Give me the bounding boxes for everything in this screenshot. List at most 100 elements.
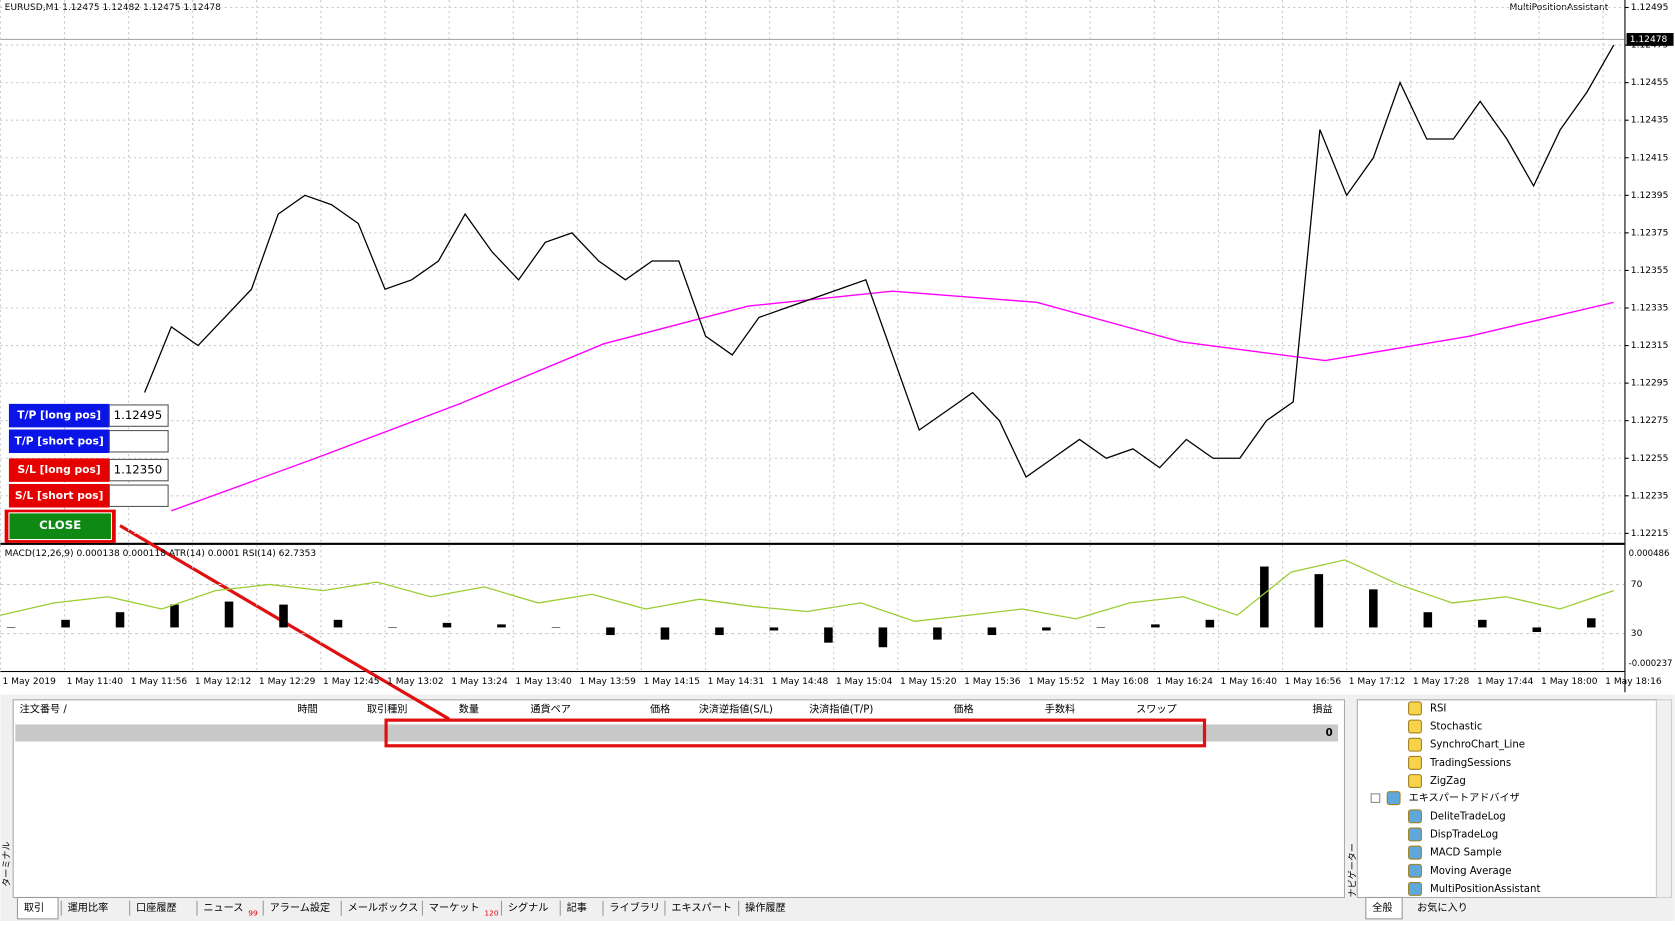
price-label: 1.12335 xyxy=(1631,304,1669,314)
navigator-item[interactable]: TradingSessions xyxy=(1429,758,1511,769)
terminal-tab[interactable]: シグナル xyxy=(508,901,549,914)
tree-icon xyxy=(1408,755,1422,770)
time-label: 1 May 17:28 xyxy=(1413,677,1470,687)
panel-input-value: 1.12495 xyxy=(114,408,163,422)
terminal-tab[interactable]: 口座履歴 xyxy=(136,901,177,914)
panel-button-label: T/P [long pos] xyxy=(17,409,101,422)
time-label: 1 May 18:00 xyxy=(1541,677,1598,687)
rsi-tick: 30 xyxy=(1631,629,1643,639)
column-header: 決済逆指値(S/L) xyxy=(699,702,773,715)
price-label: 1.12455 xyxy=(1631,78,1669,88)
panel-input[interactable] xyxy=(108,404,169,427)
panel-input[interactable] xyxy=(108,430,169,453)
column-header: 価格 xyxy=(650,702,670,715)
annotation-box xyxy=(384,718,1207,748)
price-label: 1.12355 xyxy=(1631,266,1669,276)
column-header: 時間 xyxy=(297,703,317,715)
axis-border xyxy=(1624,0,1626,693)
panel-input[interactable] xyxy=(108,484,169,507)
time-label: 1 May 13:59 xyxy=(579,677,636,687)
terminal-tab[interactable]: エキスパート xyxy=(671,902,732,914)
close-button[interactable] xyxy=(8,512,113,541)
macd-tick: -0.000237 xyxy=(1629,659,1673,669)
time-label: 1 May 15:36 xyxy=(964,677,1021,687)
terminal-tab[interactable]: マーケット xyxy=(429,902,480,914)
macd-bar xyxy=(115,612,125,628)
terminal-tab[interactable]: アラーム設定 xyxy=(270,901,331,914)
price-label: 1.12375 xyxy=(1631,228,1669,238)
current-price-box xyxy=(1626,33,1674,46)
navigator-item[interactable]: RSI xyxy=(1430,703,1446,714)
rsi-line xyxy=(0,559,1614,622)
navigator-item[interactable]: Stochastic xyxy=(1430,722,1483,733)
price-line xyxy=(144,44,1615,479)
time-label: 1 May 12:45 xyxy=(323,677,379,687)
macd-bar xyxy=(1205,619,1215,628)
navigator-tab[interactable]: 全般 xyxy=(1372,901,1392,914)
macd-bar xyxy=(1478,619,1487,628)
terminal-tab[interactable]: メールボックス xyxy=(348,902,419,914)
panel-button[interactable] xyxy=(8,484,110,508)
navigator-tab[interactable]: お気に入り xyxy=(1417,901,1468,914)
terminal-tab[interactable]: 記事 xyxy=(567,901,587,914)
navigator-item[interactable]: ZigZag xyxy=(1430,776,1466,787)
navigator-item[interactable]: DispTradeLog xyxy=(1430,829,1498,840)
macd-bar xyxy=(1260,566,1269,628)
panel-button[interactable] xyxy=(8,458,110,482)
terminal-tab[interactable]: 取引 xyxy=(24,901,44,914)
time-label: 1 May 14:15 xyxy=(644,677,700,687)
terminal-tab[interactable]: ニュース xyxy=(203,903,243,914)
time-label: 1 May 11:40 xyxy=(67,677,124,687)
column-header: 決済指値(T/P) xyxy=(809,702,873,715)
navigator-item[interactable]: Moving Average xyxy=(1430,866,1512,877)
tab-badge: 120 xyxy=(484,909,499,918)
panel-button[interactable] xyxy=(8,429,110,454)
separator xyxy=(0,542,1625,545)
time-label: 1 May 13:02 xyxy=(387,677,443,687)
navigator-item[interactable]: SynchroChart_Line xyxy=(1430,740,1525,751)
time-label: 1 May 17:44 xyxy=(1477,677,1534,687)
time-label: 1 May 16:56 xyxy=(1285,677,1342,687)
panel-input-value: 1.12350 xyxy=(114,463,163,477)
time-label: 1 May 11:56 xyxy=(131,677,188,687)
column-header: 通貨ペア xyxy=(530,702,571,715)
macd-bar xyxy=(1587,618,1596,628)
tree-icon xyxy=(1408,809,1422,824)
time-label: 1 May 13:40 xyxy=(515,677,572,687)
macd-bar xyxy=(6,627,16,628)
tab-badge: 99 xyxy=(248,909,258,918)
macd-bar xyxy=(497,624,506,628)
panel-button[interactable] xyxy=(8,403,110,428)
terminal-tab[interactable]: ライブラリ xyxy=(609,901,660,914)
price-label: 1.12275 xyxy=(1631,416,1669,426)
moving-average xyxy=(171,290,1614,512)
macd-bar xyxy=(660,627,670,640)
navigator-item[interactable]: DeliteTradeLog xyxy=(1430,811,1506,822)
navigator-group[interactable]: エキスパートアドバイザ xyxy=(1409,792,1520,804)
terminal-tab[interactable]: 操作履歴 xyxy=(745,901,786,914)
time-label: 1 May 13:24 xyxy=(451,677,508,687)
macd-bar xyxy=(1423,612,1433,628)
macd-bar xyxy=(824,627,833,643)
column-header: 価格 xyxy=(953,702,973,715)
macd-bar xyxy=(1532,627,1542,633)
active-tab xyxy=(1365,896,1403,920)
price-label: 1.12235 xyxy=(1631,491,1669,501)
tree-toggle[interactable] xyxy=(1370,793,1381,803)
row-total: 0 xyxy=(1326,728,1333,739)
scrollbar[interactable] xyxy=(1655,699,1672,899)
total-row xyxy=(15,724,1339,742)
price-label: 1.12495 xyxy=(1631,3,1669,13)
macd-tick: 0.000486 xyxy=(1629,549,1670,559)
terminal-tab[interactable]: 運用比率 xyxy=(68,901,109,914)
tree-icon xyxy=(1408,737,1422,752)
rsi-tick: 70 xyxy=(1631,580,1643,590)
macd-bar xyxy=(333,619,343,628)
navigator-item[interactable]: MultiPositionAssistant xyxy=(1430,884,1540,895)
navigator-item[interactable]: MACD Sample xyxy=(1430,848,1502,859)
terminal-side-label: ターミナル xyxy=(1,841,12,886)
time-label: 1 May 16:40 xyxy=(1221,677,1278,687)
macd-bar xyxy=(170,604,179,628)
tree-icon xyxy=(1386,791,1401,806)
panel-input[interactable] xyxy=(108,458,169,482)
